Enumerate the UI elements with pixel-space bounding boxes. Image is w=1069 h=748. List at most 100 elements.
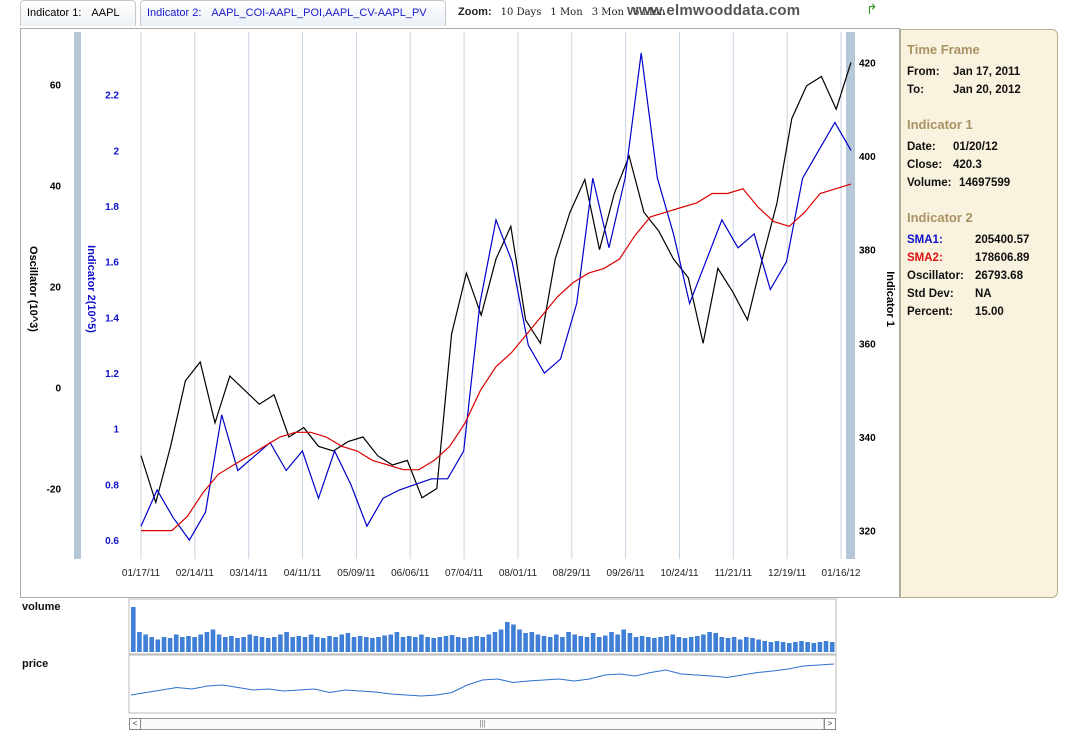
- volume-bar: [462, 638, 467, 652]
- oscillator-label: Oscillator:: [907, 270, 964, 282]
- volume-bar: [247, 634, 253, 652]
- volume-bar: [572, 634, 577, 652]
- volume-bar: [731, 637, 737, 652]
- volume-bar: [413, 637, 418, 652]
- volume-bar: [695, 636, 700, 652]
- scroll-right-button[interactable]: >: [824, 718, 836, 730]
- volume-bar: [302, 637, 308, 652]
- volume-bar: [578, 636, 584, 652]
- indicator1-tick-label: 320: [859, 527, 876, 538]
- refresh-arrow-icon[interactable]: ↱: [866, 1, 878, 17]
- volume-bar: [137, 632, 142, 652]
- indicator2-tick-label: 1.6: [105, 258, 119, 269]
- indicator1-tick-label: 360: [859, 339, 876, 350]
- volume-bar: [541, 636, 547, 652]
- to-label: To:: [907, 84, 925, 96]
- volume-bar: [419, 634, 424, 652]
- volume-bar: [161, 637, 167, 652]
- volume-bar: [596, 637, 602, 652]
- volume-bar: [425, 637, 430, 652]
- volume-bar: [744, 637, 749, 652]
- volume-bar: [480, 637, 485, 652]
- volume-bar: [713, 633, 718, 652]
- chart-svg: 60 40 20 0 -20 2.2 2 1.8 1.6 1.4 1.2 1 0.8 0.6 420 40…: [27, 32, 896, 579]
- volume-bar: [492, 632, 498, 652]
- volume-bar: [394, 632, 400, 652]
- zoom-option-10-days[interactable]: 10 Days: [500, 7, 542, 18]
- sma2-value: 178606.89: [975, 252, 1030, 264]
- x-tick-label: 01/17/11: [122, 568, 161, 579]
- volume-bar: [560, 637, 565, 652]
- zoom-option-3-mon[interactable]: 3 Mon: [591, 7, 624, 18]
- indicator2-tick-label: 0.8: [105, 480, 119, 491]
- volume-bar: [314, 637, 320, 652]
- volume-bar: [321, 638, 326, 652]
- sma-series-line: [141, 183, 852, 532]
- x-tick-label: 10/24/11: [660, 568, 699, 579]
- scroll-thumb[interactable]: |||: [142, 719, 824, 729]
- scroll-left-button[interactable]: <: [129, 718, 141, 730]
- close-value: 420.3: [953, 159, 982, 171]
- price-mini-frame: [128, 654, 837, 714]
- volume-bar: [646, 637, 651, 652]
- volume-bar: [149, 637, 154, 652]
- tab-indicator-2-value: AAPL_COI-AAPL_POI,AAPL_CV-AAPL_PV: [211, 7, 427, 19]
- volume-bar: [737, 639, 743, 652]
- volume-bar: [308, 634, 314, 652]
- std-dev-value: NA: [975, 288, 992, 300]
- tab-indicator-1[interactable]: Indicator 1: AAPL: [20, 0, 136, 26]
- tab-indicator-2[interactable]: Indicator 2: AAPL_COI-AAPL_POI,AAPL_CV-AA…: [140, 0, 446, 26]
- volume-bar: [339, 634, 344, 652]
- volume-bar: [603, 635, 608, 652]
- volume-bars: [131, 607, 835, 652]
- std-dev-label: Std Dev:: [907, 288, 954, 300]
- info-panel: Time Frame From: Jan 17, 2011 To: Jan 20, …: [900, 29, 1058, 598]
- oscillator-tick-label: 40: [50, 181, 62, 192]
- series-lines: [140, 52, 852, 542]
- price-line: [130, 663, 835, 697]
- volume-bar: [229, 636, 234, 652]
- indicator2-tick-label: 1: [113, 425, 119, 436]
- volume-bar: [388, 634, 394, 652]
- volume-bar: [216, 634, 222, 652]
- overview-mini-charts[interactable]: [128, 598, 838, 716]
- volume-bar: [272, 637, 277, 652]
- volume-bar: [817, 642, 823, 652]
- volume-bar: [756, 639, 761, 652]
- main-chart: 60 40 20 0 -20 2.2 2 1.8 1.6 1.4 1.2 1 0.8 0.6 420 40…: [20, 28, 900, 598]
- volume-bar: [370, 638, 375, 652]
- indicator2-axis-label: Indicator 2(10^5): [85, 245, 97, 333]
- volume-bar: [793, 642, 798, 652]
- volume-bar: [278, 634, 283, 652]
- volume-bar: [682, 638, 688, 652]
- time-frame-title: Time Frame: [907, 42, 980, 57]
- volume-bar: [787, 643, 792, 652]
- x-tick-label: 09/26/11: [607, 568, 646, 579]
- timeline-scrollbar[interactable]: < ||| >: [129, 718, 836, 730]
- indicator2-series-line: [140, 52, 852, 542]
- volume-value: 14697599: [959, 177, 1011, 189]
- volume-bar: [431, 638, 436, 652]
- x-tick-label: 02/14/11: [176, 568, 215, 579]
- volume-bar: [265, 638, 271, 652]
- indicator2-tick-label: 1.8: [105, 202, 119, 213]
- volume-bar: [535, 634, 541, 652]
- volume-bar: [547, 637, 553, 652]
- zoom-option-1-mon[interactable]: 1 Mon: [550, 7, 583, 18]
- tab-indicator-1-value: AAPL: [91, 7, 120, 19]
- indicator1-axis-label: Indicator 1: [884, 271, 896, 327]
- volume-bar: [284, 632, 289, 652]
- volume-bar: [768, 642, 774, 652]
- to-value: Jan 20, 2012: [953, 84, 1021, 96]
- volume-bar: [167, 638, 173, 652]
- x-tick-label: 06/06/11: [391, 568, 430, 579]
- zoom-option-6-mon[interactable]: 6 Mon: [633, 7, 666, 18]
- indicator-2-section: Indicator 2 SMA1: 205400.57 SMA2: 178606.8…: [907, 210, 1051, 321]
- volume-bar: [327, 636, 332, 652]
- volume-bar: [437, 637, 443, 652]
- indicator2-tick-label: 0.6: [105, 536, 119, 547]
- indicator-1-section: Indicator 1 Date: 01/20/12 Close: 420.3 Vo…: [907, 117, 1051, 192]
- indicator-1-title: Indicator 1: [907, 117, 973, 132]
- indicator1-tick-label: 420: [859, 58, 876, 69]
- x-tick-label: 04/11/11: [284, 568, 322, 579]
